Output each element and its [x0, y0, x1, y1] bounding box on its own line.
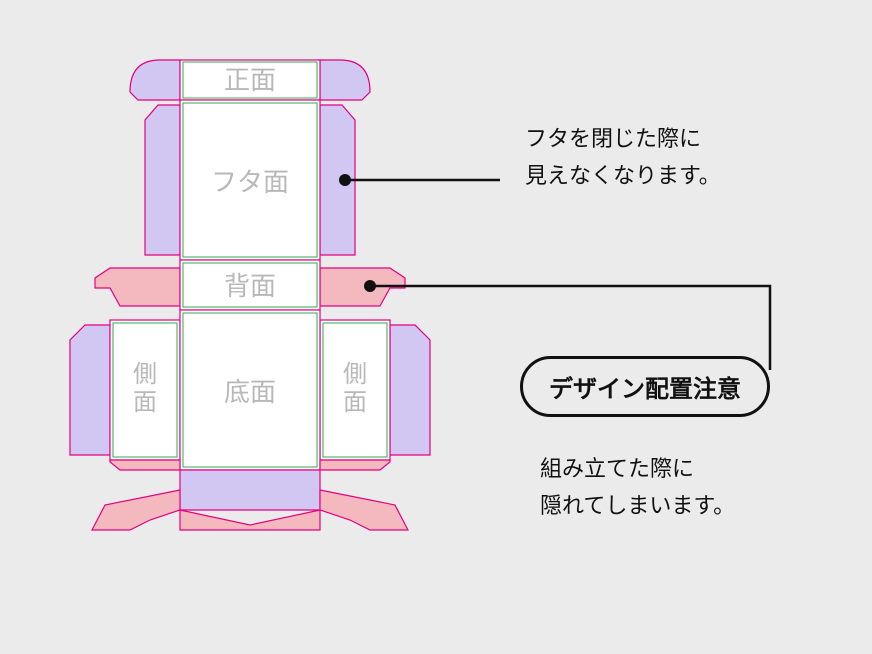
box-template-diagram: 正面 フタ面 背面 側 面 側 面 底面 — [50, 40, 450, 600]
note-pink-line1: 組み立てた際に — [540, 450, 735, 487]
note-pink: 組み立てた際に 隠れてしまいます。 — [540, 450, 735, 525]
callout-dot-purple — [339, 174, 351, 186]
annotations-column: フタを閉じた際に 見えなくなります。 デザイン配置注意 組み立てた際に 隠れてし… — [490, 0, 850, 654]
label-side-left-2: 面 — [133, 389, 157, 416]
note-purple-line2: 見えなくなります。 — [525, 157, 721, 194]
dieline-svg: 正面 フタ面 背面 側 面 側 面 底面 — [50, 40, 450, 600]
note-pink-line2: 隠れてしまいます。 — [540, 487, 735, 524]
callout-dot-pink — [364, 280, 376, 292]
callout-design-warning: デザイン配置注意 — [520, 356, 770, 417]
label-lid: フタ面 — [211, 167, 289, 197]
note-purple-line1: フタを閉じた際に — [525, 120, 721, 157]
label-front: 正面 — [224, 65, 276, 95]
label-bottom: 底面 — [224, 377, 276, 407]
label-side-right-1: 側 — [343, 361, 367, 388]
label-side-left-1: 側 — [133, 361, 157, 388]
label-back: 背面 — [224, 271, 276, 301]
note-purple: フタを閉じた際に 見えなくなります。 — [525, 120, 721, 195]
label-side-right-2: 面 — [343, 389, 367, 416]
